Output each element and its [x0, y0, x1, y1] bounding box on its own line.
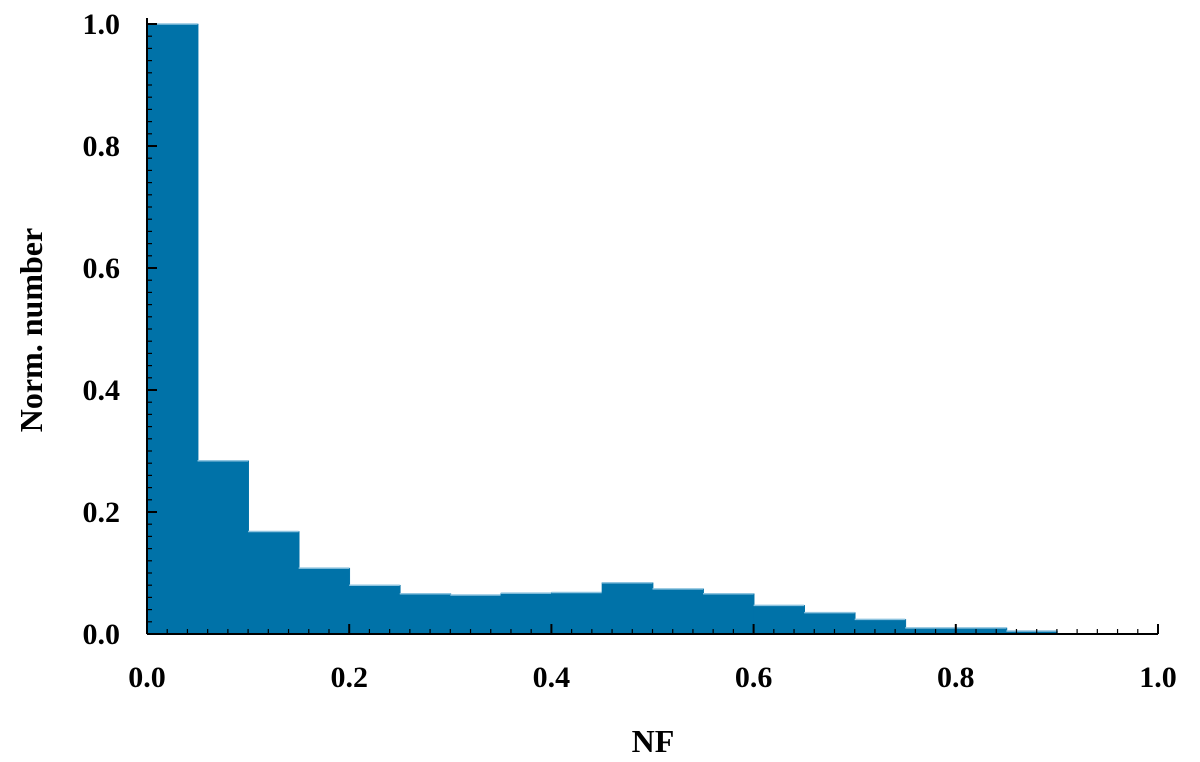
y-tick-label: 0.8	[83, 130, 121, 163]
x-tick-label: 0.2	[330, 661, 368, 694]
histogram-bar-7	[500, 592, 553, 635]
x-tick-label: 0.8	[937, 661, 975, 694]
histogram-bar-8	[551, 592, 603, 635]
y-tick-label: 0.2	[83, 496, 121, 529]
x-axis-title: NF	[632, 723, 675, 759]
histogram-bar-3	[298, 567, 351, 635]
y-axis-title: Norm. number	[13, 228, 49, 432]
histogram-bar-10	[652, 588, 704, 635]
tick-labels-group: 0.0 0.2 0.4 0.6 0.8 1.0 0.0 0.2 0.4 0.6 0.8 1.0	[83, 8, 1177, 694]
histogram-bar-5	[399, 593, 452, 635]
y-tick-label: 0.4	[83, 374, 121, 407]
histogram-bar-4	[348, 584, 401, 635]
histogram-bar-14	[854, 619, 907, 635]
x-tick-label: 1.0	[1139, 661, 1177, 694]
histogram-bar-2	[247, 531, 300, 635]
histogram-bar-1	[197, 460, 249, 635]
bars-group	[146, 23, 1058, 635]
x-tick-label: 0.6	[735, 661, 773, 694]
y-tick-label: 0.6	[83, 252, 121, 285]
histogram-bar-13	[803, 612, 856, 635]
x-tick-label: 0.0	[128, 661, 166, 694]
y-tick-label: 1.0	[83, 8, 121, 41]
histogram-bar-12	[753, 605, 805, 635]
y-tick-label: 0.0	[83, 618, 121, 651]
x-tick-label: 0.4	[533, 661, 571, 694]
histogram-bar-9	[601, 582, 654, 635]
histogram-bar-11	[702, 593, 755, 635]
ticks-group	[146, 23, 1159, 635]
histogram-bar-0	[146, 23, 199, 635]
histogram-bar-6	[450, 594, 502, 635]
